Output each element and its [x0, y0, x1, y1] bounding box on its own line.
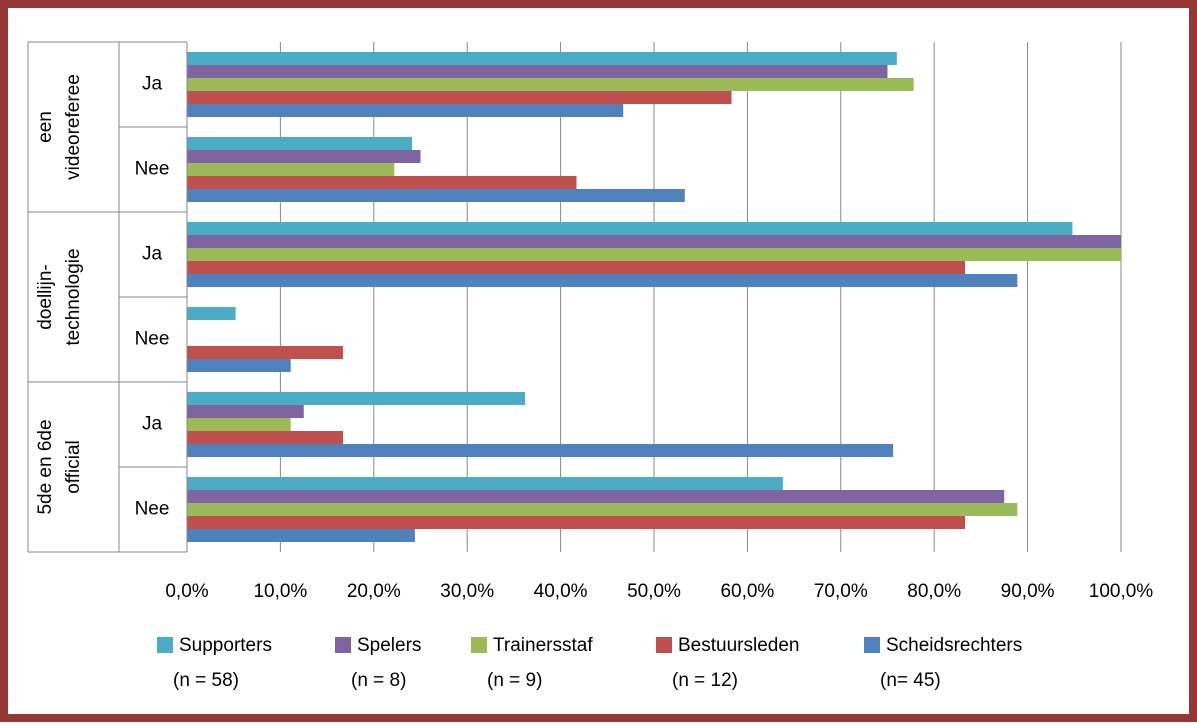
- x-tick-label: 10,0%: [253, 581, 307, 602]
- bar: [187, 418, 291, 431]
- x-tick-label: 100,0%: [1089, 581, 1154, 602]
- bar: [187, 189, 685, 202]
- x-tick-label: 30,0%: [440, 581, 494, 602]
- group-label: technologie: [63, 248, 84, 345]
- bar: [187, 261, 966, 274]
- bar: [187, 150, 421, 163]
- bar: [187, 503, 1018, 516]
- group-label: een: [35, 111, 56, 143]
- bar: [187, 52, 897, 65]
- legend-sample: (n = 8): [351, 670, 406, 691]
- bar: [187, 529, 415, 542]
- bar: [187, 235, 1121, 248]
- bar: [187, 78, 914, 91]
- legend-sample: (n = 58): [173, 670, 239, 691]
- bar: [187, 516, 966, 529]
- legend-label: Spelers: [357, 635, 421, 656]
- category-label: Ja: [142, 74, 163, 95]
- bar: [187, 392, 526, 405]
- group-label: 5de en 6de: [35, 419, 56, 514]
- legend-swatch: [656, 637, 672, 653]
- x-tick-label: 70,0%: [814, 581, 868, 602]
- bar: [187, 346, 343, 359]
- bar: [187, 444, 894, 457]
- bar: [187, 104, 624, 117]
- group-label: official: [63, 440, 84, 494]
- bar: [187, 248, 1121, 261]
- bar: [187, 490, 1005, 503]
- legend-label: Bestuursleden: [678, 635, 799, 656]
- legend-swatch: [864, 637, 880, 653]
- category-label: Nee: [135, 159, 170, 180]
- x-tick-label: 40,0%: [534, 581, 588, 602]
- category-label: Ja: [142, 244, 163, 265]
- legend-label: Trainersstaf: [493, 635, 593, 656]
- x-tick-label: 60,0%: [720, 581, 774, 602]
- legend-sample: (n = 12): [672, 670, 738, 691]
- bar: [187, 359, 291, 372]
- bar: [187, 91, 732, 104]
- group-label: videoreferee: [63, 74, 84, 180]
- x-tick-label: 50,0%: [627, 581, 681, 602]
- x-tick-label: 0,0%: [165, 581, 208, 602]
- group-label: doellijn-: [35, 264, 56, 329]
- x-tick-label: 90,0%: [1001, 581, 1055, 602]
- bar: [187, 307, 236, 320]
- bar: [187, 222, 1073, 235]
- legend-sample: (n = 9): [487, 670, 542, 691]
- x-tick-label: 80,0%: [907, 581, 961, 602]
- legend-label: Supporters: [179, 635, 272, 656]
- bar: [187, 405, 304, 418]
- legend-swatch: [471, 637, 487, 653]
- bar: [187, 431, 343, 444]
- legend-swatch: [157, 637, 173, 653]
- category-label: Ja: [142, 414, 163, 435]
- bar: [187, 137, 413, 150]
- bar: [187, 176, 577, 189]
- category-label: Nee: [135, 499, 170, 520]
- bar: [187, 274, 1018, 287]
- legend-swatch: [335, 637, 351, 653]
- bar: [187, 477, 783, 490]
- legend-label: Scheidsrechters: [886, 635, 1022, 656]
- x-tick-label: 20,0%: [347, 581, 401, 602]
- bar: [187, 65, 888, 78]
- legend-sample: (n= 45): [880, 670, 941, 691]
- bar: [187, 163, 395, 176]
- category-label: Nee: [135, 329, 170, 350]
